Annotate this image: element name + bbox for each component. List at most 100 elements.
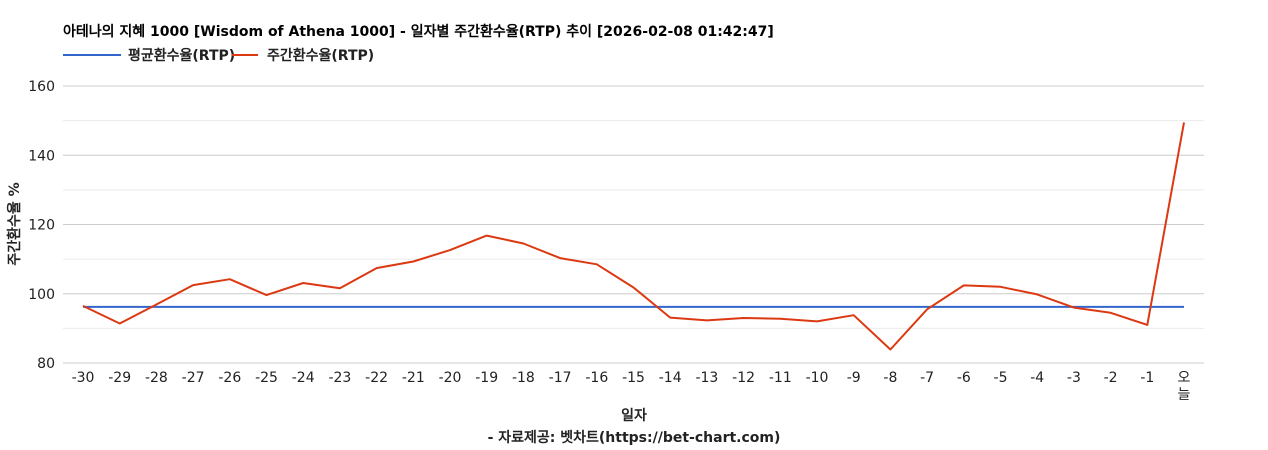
- data-point-average: [447, 304, 453, 310]
- data-point-weekly: [667, 315, 673, 321]
- data-point-weekly: [631, 285, 637, 291]
- data-point-average: [264, 304, 270, 310]
- x-tick-label: -3: [1067, 370, 1081, 386]
- data-point-average: [300, 304, 306, 310]
- x-tick-label: -22: [365, 370, 388, 386]
- legend: 평균환수율(RTP) 주간환수율(RTP): [63, 47, 374, 64]
- x-tick-label: -7: [920, 370, 934, 386]
- data-point-weekly: [704, 317, 710, 323]
- data-point-weekly: [777, 316, 783, 322]
- data-point-average: [190, 304, 196, 310]
- x-tick-label: -27: [182, 370, 205, 386]
- y-tick-label: 160: [28, 79, 55, 95]
- data-point-weekly: [227, 276, 233, 282]
- data-point-average: [484, 304, 490, 310]
- data-point-weekly: [998, 284, 1004, 290]
- x-axis-ticks: -30 -29 -28 -27 -26 -25 -24 -23 -22 -21 -20 -19 -18-…: [72, 370, 1191, 403]
- legend-label-average: 평균환수율(RTP): [128, 47, 235, 64]
- x-tick-label: -26: [218, 370, 241, 386]
- data-point-weekly: [1071, 305, 1077, 311]
- data-point-weekly: [1181, 119, 1187, 125]
- data-point-average: [631, 304, 637, 310]
- x-tick-label: -9: [847, 370, 861, 386]
- data-point-average: [557, 304, 563, 310]
- x-tick-label: -23: [328, 370, 351, 386]
- data-point-average: [1181, 304, 1187, 310]
- data-point-weekly: [484, 233, 490, 239]
- data-point-weekly: [924, 306, 930, 312]
- x-tick-label: -1: [1140, 370, 1154, 386]
- x-tick-label: -10: [806, 370, 829, 386]
- data-point-weekly: [851, 312, 857, 318]
- y-axis-title: 주간환수율 %: [6, 182, 23, 265]
- data-point-average: [594, 304, 600, 310]
- x-tick-label: -17: [549, 370, 572, 386]
- data-point-weekly: [374, 265, 380, 271]
- data-point-weekly: [190, 282, 196, 288]
- x-tick-label: -29: [108, 370, 131, 386]
- x-tick-label: -18: [512, 370, 535, 386]
- x-tick-label: -4: [1030, 370, 1044, 386]
- data-point-weekly: [153, 301, 159, 307]
- data-point-weekly: [887, 346, 893, 352]
- x-tick-label: -28: [145, 370, 168, 386]
- data-point-average: [337, 304, 343, 310]
- data-point-average: [961, 304, 967, 310]
- data-point-weekly: [741, 315, 747, 321]
- x-tick-label: -20: [439, 370, 462, 386]
- data-point-average: [410, 304, 416, 310]
- data-point-average: [1034, 304, 1040, 310]
- data-point-weekly: [410, 259, 416, 265]
- x-tick-label: -11: [769, 370, 792, 386]
- data-point-average: [227, 304, 233, 310]
- data-point-weekly: [117, 321, 123, 327]
- data-point-average: [777, 304, 783, 310]
- data-point-weekly: [961, 282, 967, 288]
- data-point-weekly: [447, 247, 453, 253]
- y-axis-ticks: 80 100 120 140 160: [28, 79, 55, 372]
- data-point-weekly: [337, 285, 343, 291]
- data-point-weekly: [264, 292, 270, 298]
- chart-title: 아테나의 지혜 1000 [Wisdom of Athena 1000] - 일…: [63, 23, 774, 40]
- y-tick-label: 80: [37, 356, 55, 372]
- data-point-weekly: [300, 280, 306, 286]
- legend-label-weekly: 주간환수율(RTP): [267, 47, 374, 64]
- data-point-average: [851, 304, 857, 310]
- x-tick-label: -16: [585, 370, 608, 386]
- data-point-average: [887, 304, 893, 310]
- series-line-weekly: [82, 122, 1185, 351]
- y-tick-label: 100: [28, 287, 55, 303]
- x-tick-label: -30: [72, 370, 95, 386]
- data-point-weekly: [557, 255, 563, 261]
- data-point-weekly: [1144, 322, 1150, 328]
- data-point-average: [667, 304, 673, 310]
- x-tick-label: -14: [659, 370, 682, 386]
- data-point-weekly: [1034, 291, 1040, 297]
- x-tick-label: -15: [622, 370, 645, 386]
- data-point-weekly: [594, 261, 600, 267]
- x-tick-label: -2: [1104, 370, 1118, 386]
- data-point-average: [520, 304, 526, 310]
- data-point-average: [814, 304, 820, 310]
- x-tick-label: -5: [994, 370, 1008, 386]
- x-tick-label: -25: [255, 370, 278, 386]
- x-tick-label: -19: [475, 370, 498, 386]
- source-credit: - 자료제공: 벳차트(https://bet-chart.com): [488, 429, 781, 446]
- x-tick-label: -13: [695, 370, 718, 386]
- x-axis-title: 일자: [621, 408, 647, 424]
- data-point-weekly: [520, 241, 526, 247]
- x-tick-label: -8: [883, 370, 897, 386]
- data-point-average: [998, 304, 1004, 310]
- data-point-average: [704, 304, 710, 310]
- x-tick-label: -12: [732, 370, 755, 386]
- y-tick-label: 140: [28, 148, 55, 164]
- gridlines: [63, 85, 1204, 364]
- x-tick-label: -21: [402, 370, 425, 386]
- data-point-average: [741, 304, 747, 310]
- data-point-average: [117, 304, 123, 310]
- data-point-average: [1108, 304, 1114, 310]
- data-point-average: [374, 304, 380, 310]
- data-point-weekly: [814, 318, 820, 324]
